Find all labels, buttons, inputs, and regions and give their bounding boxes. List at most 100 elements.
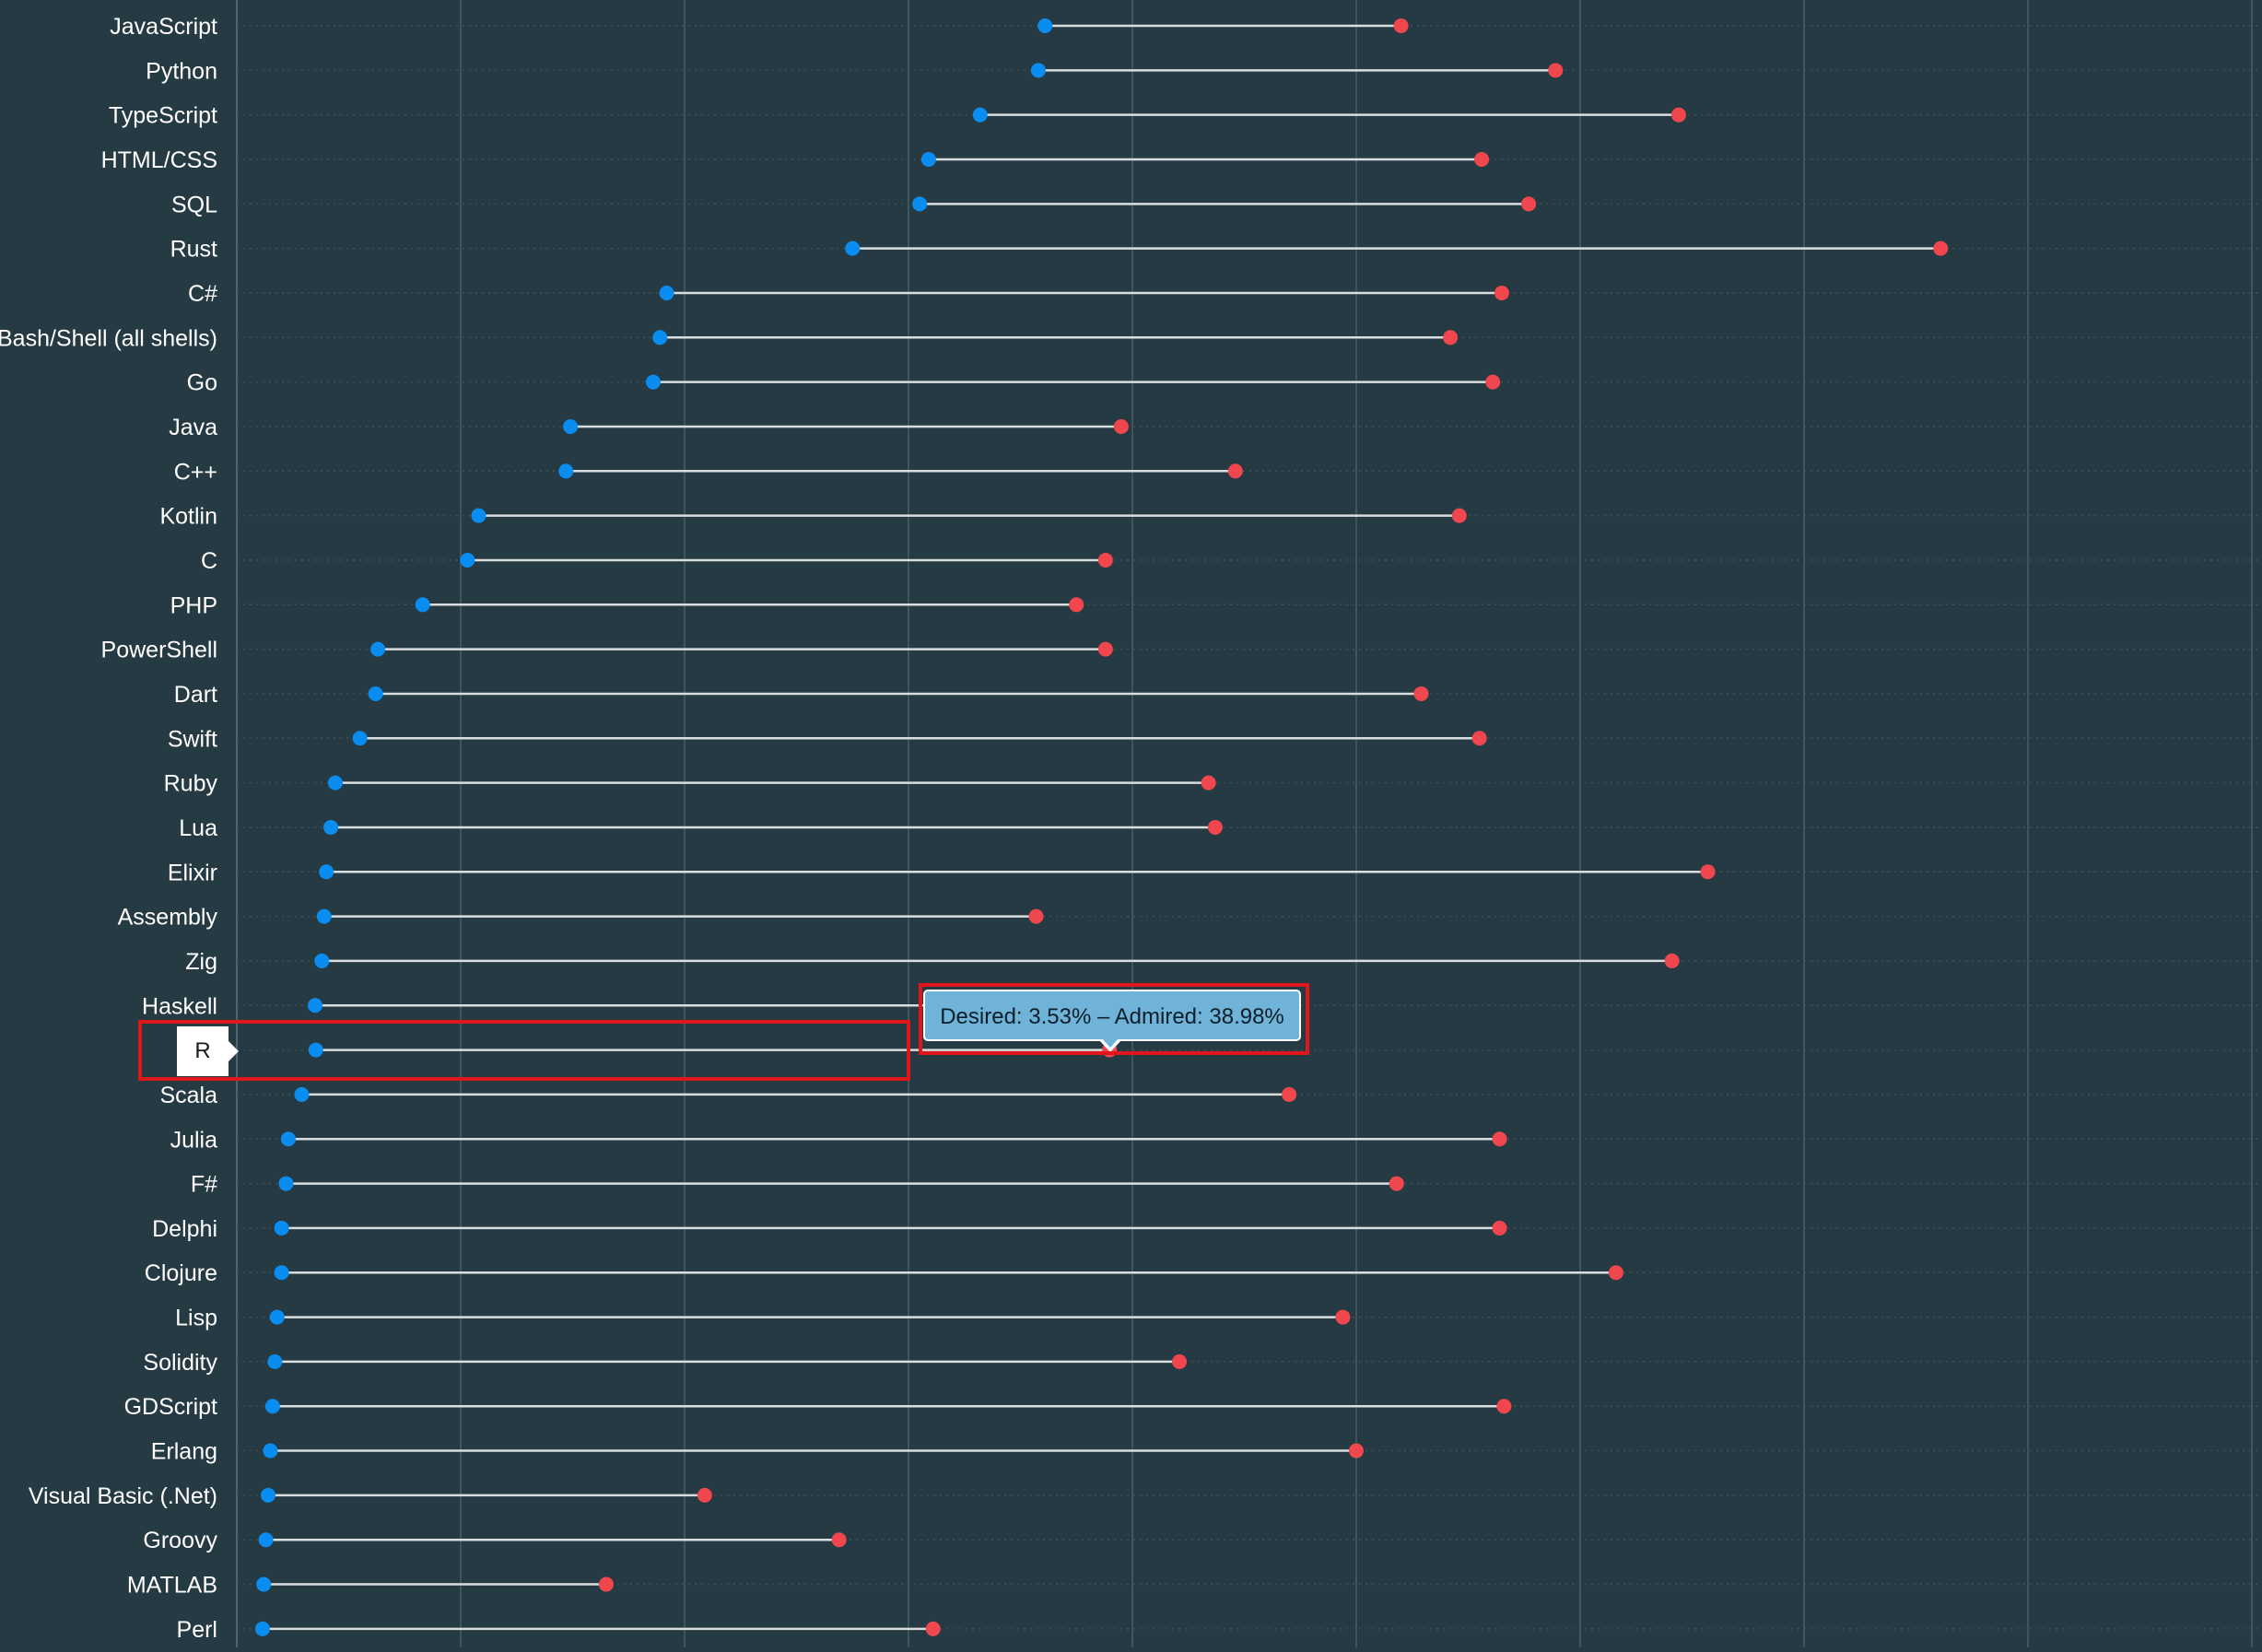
category-label: F#	[191, 1172, 217, 1198]
category-label: Delphi	[152, 1216, 217, 1242]
category-label: Groovy	[143, 1528, 217, 1553]
admired-point	[1496, 1399, 1512, 1414]
desired-point	[267, 1353, 283, 1369]
desired-point	[327, 775, 343, 791]
category-label: GDScript	[124, 1394, 217, 1420]
admired-point	[1521, 196, 1537, 212]
admired-point	[1172, 1353, 1188, 1369]
category-label: Lua	[179, 815, 217, 841]
admired-point	[1451, 508, 1467, 523]
admired-point	[1443, 330, 1459, 346]
admired-point	[1485, 374, 1501, 390]
category-label: Erlang	[151, 1439, 217, 1465]
admired-point	[1097, 641, 1113, 657]
category-label: JavaScript	[110, 14, 217, 40]
admired-point	[1069, 597, 1084, 613]
grid-layer	[236, 0, 2262, 1647]
desired-point	[845, 240, 861, 256]
category-label: Go	[187, 370, 217, 396]
admired-point	[1113, 418, 1129, 434]
category-label: MATLAB	[127, 1573, 217, 1599]
category-label: Zig	[185, 949, 217, 975]
category-label: HTML/CSS	[101, 147, 217, 173]
admired-point	[1670, 107, 1686, 123]
desired-point	[274, 1220, 289, 1236]
desired-point	[308, 1042, 323, 1058]
admired-point	[1201, 775, 1216, 791]
desired-point	[269, 1309, 285, 1325]
category-label: Julia	[170, 1127, 218, 1153]
admired-point	[1413, 685, 1429, 701]
desired-point	[652, 330, 668, 346]
category-label: SQL	[171, 192, 217, 217]
admired-point	[1207, 819, 1223, 835]
desired-point	[254, 1621, 270, 1636]
category-label: C++	[174, 459, 217, 485]
desired-point	[1030, 63, 1046, 78]
category-label: Solidity	[143, 1350, 217, 1376]
desired-point	[323, 819, 339, 835]
category-label: C#	[188, 281, 217, 307]
admired-point	[1389, 1176, 1404, 1191]
category-label: TypeScript	[109, 103, 217, 129]
desired-point	[261, 1487, 276, 1503]
category-label: Bash/Shell (all shells)	[0, 325, 217, 351]
category-label: Visual Basic (.Net)	[29, 1483, 217, 1509]
desired-point	[278, 1176, 294, 1191]
desired-point	[316, 908, 332, 924]
admired-point	[1492, 1220, 1507, 1236]
desired-point	[314, 953, 330, 968]
admired-point	[925, 1621, 941, 1636]
category-label: Elixir	[168, 860, 217, 885]
admired-point	[1492, 1131, 1507, 1147]
admired-point	[1393, 18, 1409, 33]
admired-point	[1028, 908, 1044, 924]
admired-point	[1335, 1309, 1351, 1325]
tooltip-highlight-box	[919, 983, 1309, 1055]
admired-point	[1471, 731, 1487, 746]
highlighted-category-label[interactable]: R	[177, 1026, 229, 1076]
desired-point	[558, 463, 574, 479]
admired-point	[1548, 63, 1564, 78]
admired-point	[1349, 1443, 1364, 1459]
admired-point	[697, 1487, 712, 1503]
category-label: C	[201, 548, 217, 574]
desired-point	[415, 597, 430, 613]
category-label: Java	[169, 415, 217, 440]
admired-point	[831, 1532, 847, 1548]
desired-point	[352, 731, 368, 746]
desired-point	[258, 1532, 274, 1548]
desired-point	[264, 1399, 280, 1414]
desired-point	[308, 998, 323, 1013]
desired-point	[274, 1265, 289, 1281]
category-label: PHP	[170, 592, 217, 618]
highlighted-label-pointer	[229, 1041, 239, 1061]
admired-point	[1700, 864, 1716, 880]
admired-point	[1474, 151, 1490, 167]
admired-point	[1494, 285, 1509, 300]
category-label: Swift	[168, 726, 217, 752]
category-label: Assembly	[118, 905, 218, 931]
row-highlight-box	[138, 1020, 910, 1081]
desired-point	[368, 685, 383, 701]
admired-point	[1664, 953, 1680, 968]
desired-point	[263, 1443, 278, 1459]
admired-point	[1097, 552, 1113, 568]
admired-point	[1933, 240, 1949, 256]
desired-point	[912, 196, 928, 212]
category-label: Rust	[170, 237, 217, 263]
category-label: Dart	[174, 682, 217, 708]
category-label: Perl	[177, 1617, 217, 1643]
category-label: Lisp	[175, 1306, 217, 1331]
category-label: Ruby	[164, 771, 218, 797]
category-label: Scala	[159, 1083, 217, 1108]
data-points	[254, 18, 1949, 1636]
desired-point	[319, 864, 334, 880]
desired-point	[972, 107, 988, 123]
category-label: Kotlin	[159, 504, 217, 530]
tooltip-pointer-fill	[1101, 1037, 1119, 1048]
admired-point	[1608, 1265, 1623, 1281]
category-label: PowerShell	[101, 638, 217, 663]
